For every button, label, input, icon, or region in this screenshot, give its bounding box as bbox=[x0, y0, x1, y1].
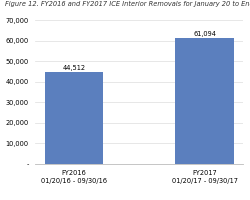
Text: 44,512: 44,512 bbox=[62, 65, 85, 71]
Text: 61,094: 61,094 bbox=[192, 31, 215, 37]
Bar bbox=[44, 72, 103, 164]
Text: Figure 12. FY2016 and FY2017 ICE Interior Removals for January 20 to End of FY: Figure 12. FY2016 and FY2017 ICE Interio… bbox=[5, 1, 250, 7]
Bar bbox=[174, 38, 233, 164]
